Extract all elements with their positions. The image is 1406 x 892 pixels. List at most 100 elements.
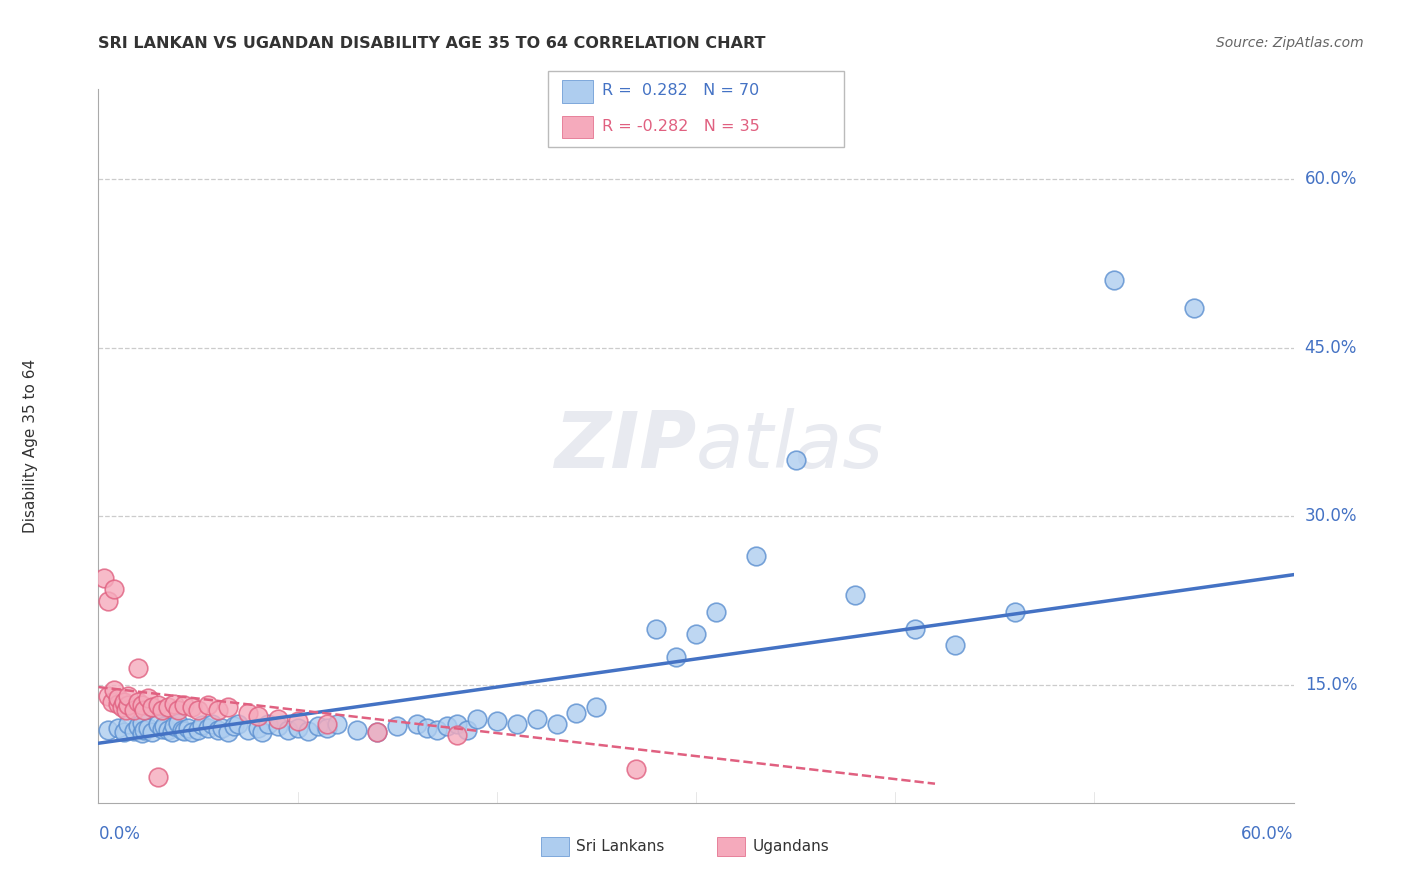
- Text: 30.0%: 30.0%: [1305, 508, 1357, 525]
- Point: [385, 719, 409, 733]
- Point: [222, 719, 245, 733]
- Point: [256, 717, 278, 731]
- Point: [217, 700, 239, 714]
- Point: [117, 689, 139, 703]
- Point: [167, 702, 190, 716]
- Point: [326, 717, 349, 731]
- Point: [844, 588, 866, 602]
- Point: [112, 695, 135, 709]
- Point: [134, 723, 156, 737]
- Point: [117, 717, 139, 731]
- Point: [904, 622, 927, 636]
- Point: [685, 627, 707, 641]
- Point: [201, 717, 224, 731]
- Point: [150, 702, 173, 716]
- Text: Disability Age 35 to 64: Disability Age 35 to 64: [24, 359, 38, 533]
- Point: [124, 702, 146, 716]
- Point: [172, 723, 194, 737]
- Point: [506, 717, 529, 731]
- Point: [446, 728, 468, 742]
- Text: atlas: atlas: [696, 408, 884, 484]
- Point: [148, 698, 170, 712]
- Point: [131, 726, 153, 740]
- Point: [136, 721, 159, 735]
- Point: [97, 723, 120, 737]
- Point: [107, 697, 129, 711]
- Point: [187, 702, 209, 716]
- Point: [97, 593, 120, 607]
- Point: [173, 723, 195, 738]
- Point: [134, 702, 156, 716]
- Point: [267, 719, 290, 733]
- Point: [207, 702, 229, 716]
- Point: [316, 721, 339, 735]
- Point: [141, 700, 163, 714]
- Point: [117, 698, 139, 712]
- Point: [163, 719, 186, 733]
- Point: [416, 721, 439, 735]
- Point: [127, 695, 149, 709]
- Text: SRI LANKAN VS UGANDAN DISABILITY AGE 35 TO 64 CORRELATION CHART: SRI LANKAN VS UGANDAN DISABILITY AGE 35 …: [98, 36, 766, 51]
- Point: [236, 723, 259, 737]
- Point: [785, 453, 807, 467]
- Point: [103, 683, 125, 698]
- Point: [148, 717, 170, 731]
- Point: [943, 639, 966, 653]
- Point: [124, 723, 146, 738]
- Point: [167, 716, 190, 731]
- Point: [250, 725, 273, 739]
- Point: [157, 723, 180, 737]
- Point: [177, 721, 200, 735]
- Point: [1182, 301, 1205, 316]
- Text: R =  0.282   N = 70: R = 0.282 N = 70: [602, 84, 759, 98]
- Point: [446, 717, 468, 731]
- Point: [112, 725, 135, 739]
- Point: [485, 714, 508, 728]
- Point: [148, 770, 170, 784]
- Text: Source: ZipAtlas.com: Source: ZipAtlas.com: [1216, 36, 1364, 50]
- Text: 0.0%: 0.0%: [98, 825, 141, 843]
- Point: [366, 725, 388, 739]
- Point: [645, 622, 668, 636]
- Point: [546, 717, 568, 731]
- Point: [217, 725, 239, 739]
- Text: 45.0%: 45.0%: [1305, 339, 1357, 357]
- Point: [127, 661, 149, 675]
- Point: [93, 571, 115, 585]
- Point: [316, 717, 339, 731]
- Point: [150, 722, 173, 736]
- Point: [456, 723, 478, 737]
- Point: [704, 605, 727, 619]
- Point: [267, 712, 290, 726]
- Text: 60.0%: 60.0%: [1305, 170, 1357, 188]
- Text: Sri Lankans: Sri Lankans: [576, 839, 665, 854]
- Point: [197, 698, 219, 712]
- Text: 15.0%: 15.0%: [1305, 676, 1357, 694]
- Text: 60.0%: 60.0%: [1241, 825, 1294, 843]
- Point: [173, 698, 195, 712]
- Point: [127, 719, 149, 733]
- Point: [101, 695, 124, 709]
- Point: [141, 725, 163, 739]
- Point: [197, 721, 219, 735]
- Point: [297, 723, 319, 738]
- Text: Ugandans: Ugandans: [752, 839, 830, 854]
- Point: [426, 723, 449, 737]
- Point: [107, 691, 129, 706]
- Point: [187, 723, 209, 737]
- Point: [131, 698, 153, 712]
- Point: [163, 697, 186, 711]
- Point: [181, 725, 204, 739]
- Point: [136, 691, 159, 706]
- Point: [97, 689, 120, 703]
- Point: [745, 549, 768, 563]
- Point: [103, 582, 125, 597]
- Point: [160, 725, 183, 739]
- Point: [465, 712, 488, 726]
- Point: [526, 712, 548, 726]
- Point: [665, 649, 688, 664]
- Point: [366, 725, 388, 739]
- Point: [1004, 605, 1026, 619]
- Point: [585, 700, 607, 714]
- Point: [181, 700, 204, 714]
